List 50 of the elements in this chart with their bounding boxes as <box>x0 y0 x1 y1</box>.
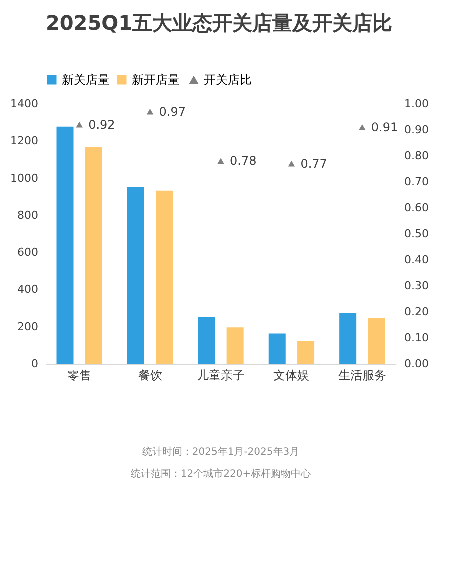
x-tick-label: 儿童亲子 <box>197 368 245 382</box>
y2-tick-label: 0.20 <box>404 306 429 318</box>
chart-title: 2025Q1五大业态开关店量及开关店比 <box>46 11 393 35</box>
y2-tick-label: 0.10 <box>404 332 429 344</box>
bar <box>198 317 216 364</box>
bar <box>340 313 357 364</box>
data-label: 0.97 <box>159 104 186 119</box>
point <box>288 160 296 167</box>
legend-label: 新关店量 <box>62 73 110 87</box>
data-label: 0.78 <box>230 154 257 168</box>
y2-tick-label: 1.00 <box>404 98 429 110</box>
bar <box>226 328 244 364</box>
y-tick-label: 800 <box>18 208 38 222</box>
y2-tick-label: 0.90 <box>404 124 429 136</box>
y-tick-label: 1200 <box>10 134 38 148</box>
bar <box>156 190 174 364</box>
point <box>146 108 154 115</box>
y2-tick-label: 0.80 <box>404 150 429 162</box>
y-tick-label: 0 <box>32 358 38 370</box>
text: 统计范围：12个城市220+标杆购物中心 <box>130 468 312 480</box>
y2-tick-label: 0.70 <box>404 176 429 188</box>
data-label: 0.91 <box>371 120 398 134</box>
data-label: 0.77 <box>300 156 328 171</box>
y2-tick-label: 0.50 <box>404 228 429 240</box>
y2-tick-label: 0.00 <box>404 358 429 370</box>
data-label: 0.92 <box>88 118 116 132</box>
bar <box>268 334 286 364</box>
y-tick-label: 400 <box>18 283 38 296</box>
x-tick-label: 生活服务 <box>338 368 386 382</box>
y2-tick-label: 0.40 <box>404 254 429 266</box>
y-tick-label: 1000 <box>10 172 38 185</box>
bar <box>56 126 74 364</box>
legend-label: 开关店比 <box>204 73 252 87</box>
y-tick-label: 600 <box>18 246 38 260</box>
y-tick-label: 200 <box>18 320 38 334</box>
bar <box>368 318 386 364</box>
x-tick-label: 零售 <box>68 368 92 382</box>
x-tick-label: 餐饮 <box>138 368 162 382</box>
x-tick-label: 文体娱 <box>274 368 310 382</box>
bar <box>127 187 144 364</box>
y2-tick-label: 0.60 <box>404 202 429 214</box>
bar <box>298 340 315 364</box>
y-tick-label: 1400 <box>10 98 38 110</box>
point <box>359 124 366 130</box>
y2-tick-label: 0.30 <box>404 280 429 292</box>
text: 统计时间：2025年1月-2025年3月 <box>142 446 300 458</box>
point <box>218 158 224 164</box>
point <box>76 122 83 128</box>
legend-label: 新开店量 <box>132 73 180 87</box>
bar <box>85 147 102 364</box>
